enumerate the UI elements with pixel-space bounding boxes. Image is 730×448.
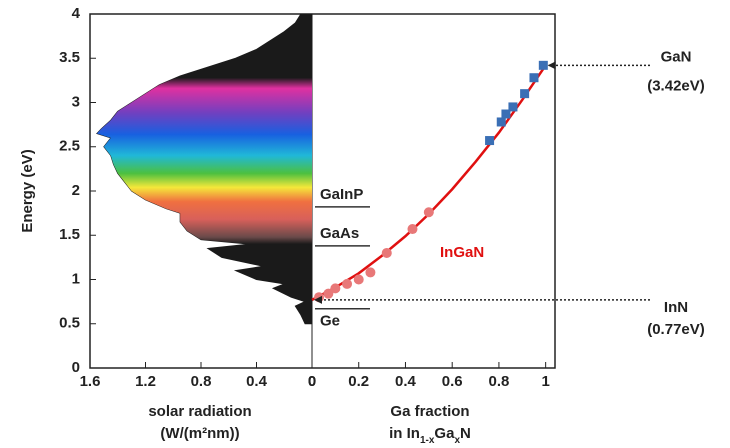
y-tick-label: 1.5: [59, 226, 80, 243]
y-tick-label: 1: [72, 270, 80, 287]
x-tick-label: 0: [308, 373, 316, 390]
data-square: [538, 60, 548, 70]
x-axis-label: solar radiation: [148, 403, 251, 420]
callout-label: GaN: [661, 48, 692, 65]
x-tick-label: 1.6: [80, 373, 101, 390]
data-circle: [330, 283, 341, 294]
x-tick-label: 1.2: [135, 373, 156, 390]
callout-label: InN: [664, 299, 688, 316]
data-circle: [365, 267, 376, 278]
data-square: [529, 73, 539, 83]
y-tick-label: 3: [72, 93, 80, 110]
formula-part: Ga: [434, 425, 455, 442]
reference-label: Ge: [320, 313, 340, 330]
y-tick-label: 2: [72, 182, 80, 199]
y-tick-label: 0.5: [59, 315, 80, 332]
x-axis-unit: (W/(m²nm)): [160, 425, 239, 442]
y-axis-label: Energy (eV): [19, 149, 36, 232]
data-circle: [423, 207, 434, 218]
x-tick-label: 1: [541, 373, 549, 390]
data-circle: [342, 278, 353, 289]
x-axis-label: Ga fraction: [390, 403, 469, 420]
callout-note: (3.42eV): [647, 77, 705, 94]
x-tick-label: 0.8: [191, 373, 212, 390]
x-tick-label: 0.8: [488, 373, 509, 390]
callout-arrow: [547, 61, 556, 70]
data-circle: [323, 288, 334, 299]
x-tick-label: 0.2: [348, 373, 369, 390]
x-tick-label: 0.6: [442, 373, 463, 390]
y-tick-label: 3.5: [59, 49, 80, 66]
formula-sub: 1-x: [420, 435, 435, 446]
formula-part: in In: [389, 425, 420, 442]
data-square: [520, 89, 530, 99]
data-circle: [407, 224, 418, 235]
reference-label: GaAs: [320, 225, 359, 242]
data-square: [508, 102, 518, 112]
x-tick-label: 0.4: [395, 373, 417, 390]
callout-arrow: [314, 295, 322, 304]
y-tick-label: 4: [72, 5, 81, 22]
y-tick-label: 2.5: [59, 138, 80, 155]
callout-note: (0.77eV): [647, 321, 705, 338]
x-axis-formula: in In1-xGaxN: [389, 425, 471, 446]
x-tick-label: 0: [308, 373, 316, 390]
data-square: [496, 117, 506, 127]
data-square: [501, 109, 511, 119]
formula-sub: x: [454, 435, 460, 446]
data-circle: [353, 274, 364, 285]
fit-curve: [311, 64, 547, 301]
data-circle: [381, 247, 392, 258]
data-square: [485, 136, 495, 146]
y-tick-label: 0: [72, 359, 80, 376]
curve-label: InGaN: [440, 244, 484, 261]
spectrum-colors: [96, 14, 312, 324]
x-tick-label: 0.4: [246, 373, 268, 390]
formula-part: N: [460, 425, 471, 442]
reference-label: GaInP: [320, 186, 363, 203]
